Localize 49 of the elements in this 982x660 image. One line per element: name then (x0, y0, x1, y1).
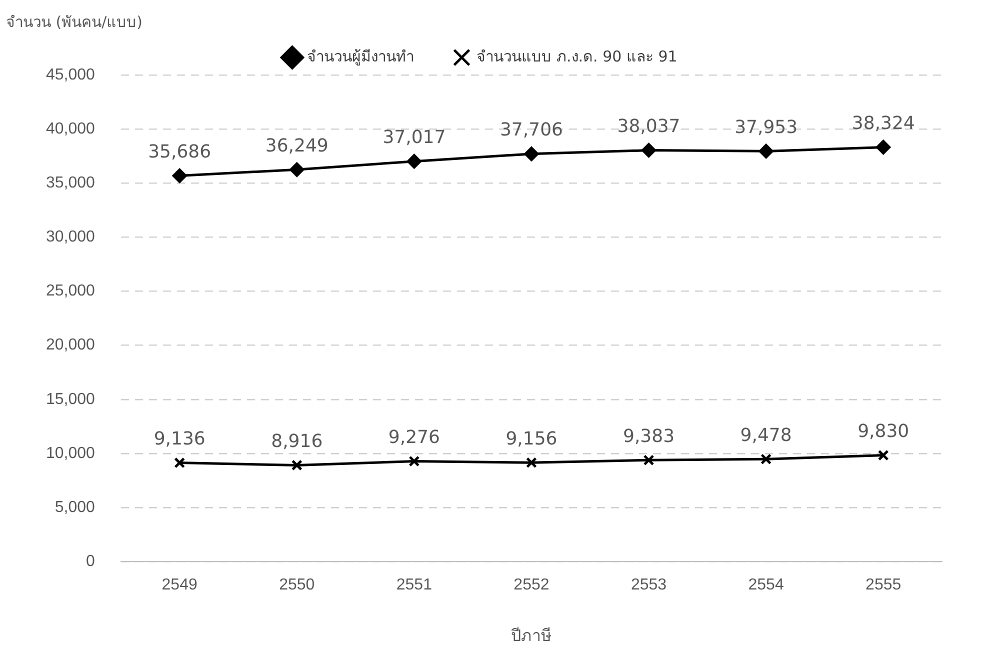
x-tick-label: 2553 (630, 576, 667, 594)
legend-label: จำนวนแบบ ภ.ง.ด. 90 และ 91 (476, 47, 678, 66)
y-tick-label: 20,000 (46, 336, 96, 354)
y-tick-label: 25,000 (46, 282, 96, 300)
point (290, 162, 304, 177)
y-tick-label: 35,000 (46, 174, 96, 192)
data-label: 35,686 (148, 141, 212, 162)
y-tick-label: 5,000 (54, 498, 96, 516)
x-tick-label: 2552 (514, 576, 550, 594)
x-tick-label: 2550 (279, 576, 315, 594)
data-label: 38,037 (617, 116, 680, 137)
point (876, 140, 891, 154)
x-tick-label: 2549 (162, 576, 198, 594)
data-label: 37,017 (382, 126, 446, 148)
data-label: 37,953 (734, 116, 798, 138)
point (758, 144, 774, 158)
x-tick-label: 2551 (396, 576, 432, 594)
point (643, 454, 654, 466)
x-tick-label: 2555 (866, 576, 902, 594)
data-label: 8,916 (271, 430, 323, 452)
data-label: 9,383 (623, 426, 675, 447)
y-tick-label: 45,000 (46, 66, 96, 84)
point (878, 450, 889, 461)
y-tick-label: 10,000 (46, 444, 96, 462)
point (406, 154, 422, 169)
data-label: 37,706 (500, 120, 563, 141)
y-axis-title: จำนวน (พันคน/แบบ) (6, 12, 143, 33)
point (172, 168, 187, 183)
y-tick-label: 30,000 (46, 228, 96, 246)
data-label: 9,830 (858, 420, 910, 442)
point (524, 146, 539, 162)
data-label: 9,478 (740, 424, 792, 446)
x-tick-label: 2554 (748, 576, 784, 594)
point (526, 457, 537, 468)
y-tick-label: 0 (86, 553, 96, 570)
legend-label: จำนวนผู้มีงานทำ (307, 47, 414, 66)
y-tick-label: 40,000 (46, 120, 96, 138)
point (174, 457, 186, 468)
point (642, 143, 656, 158)
data-label: 9,156 (506, 428, 558, 450)
point (408, 456, 420, 467)
data-label: 36,249 (265, 135, 328, 156)
y-tick-label: 15,000 (46, 390, 96, 408)
x-axis-title: ปีภาษี (510, 626, 552, 645)
data-label: 38,324 (852, 112, 915, 134)
data-label: 9,276 (388, 426, 440, 448)
point (291, 460, 302, 471)
data-label: 9,136 (154, 428, 206, 450)
point (760, 454, 772, 465)
